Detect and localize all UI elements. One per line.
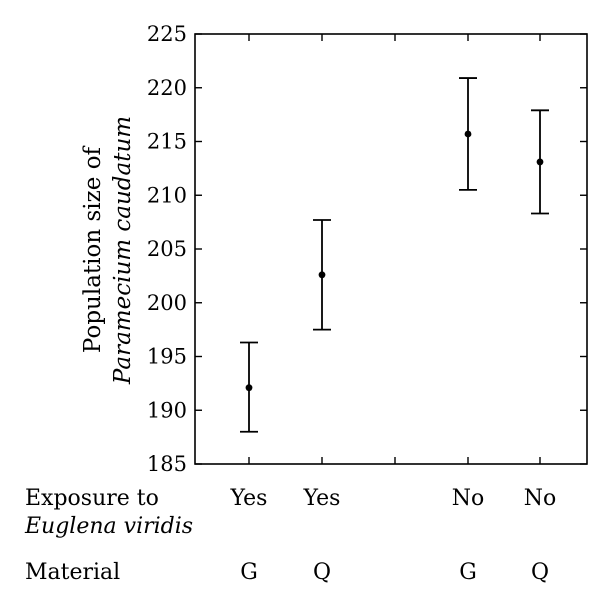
y-axis-label-line1: Population size of xyxy=(80,145,106,353)
y-tick-label: 195 xyxy=(147,345,187,369)
exposure-row-label-line2: Euglena viridis xyxy=(24,514,193,539)
exposure-row-label: Exposure to xyxy=(25,486,159,511)
exposure-value: No xyxy=(524,486,557,511)
y-tick-label: 220 xyxy=(147,76,187,100)
plot-frame xyxy=(194,33,588,465)
mean-point xyxy=(318,271,326,279)
material-value: Q xyxy=(531,560,549,585)
y-tick-label: 200 xyxy=(147,291,187,315)
y-tick-label: 205 xyxy=(147,237,187,261)
y-tick-label: 185 xyxy=(147,452,187,476)
mean-point xyxy=(245,384,253,392)
exposure-value: Yes xyxy=(303,486,341,511)
mean-point xyxy=(536,158,544,166)
exposure-value: Yes xyxy=(230,486,268,511)
data-marks xyxy=(240,77,549,433)
y-tick-label: 190 xyxy=(147,398,187,422)
material-value: Q xyxy=(313,560,331,585)
mean-point xyxy=(464,130,472,138)
plot-border xyxy=(194,33,588,465)
y-tick-label: 225 xyxy=(147,22,187,46)
y-tick-label: 215 xyxy=(147,130,187,154)
material-row-label: Material xyxy=(25,560,120,585)
x-axis-ticks xyxy=(248,34,541,464)
y-tick-label: 210 xyxy=(147,183,187,207)
y-axis-ticks: 185 190 195 200 205 210 215 220 225 xyxy=(147,22,587,476)
material-value: G xyxy=(240,560,258,585)
y-axis-label-line2: Paramecium caudatum xyxy=(110,116,136,385)
exposure-value: No xyxy=(452,486,485,511)
material-value: G xyxy=(459,560,477,585)
category-row-values: Yes G Yes Q No G No Q xyxy=(230,486,557,585)
